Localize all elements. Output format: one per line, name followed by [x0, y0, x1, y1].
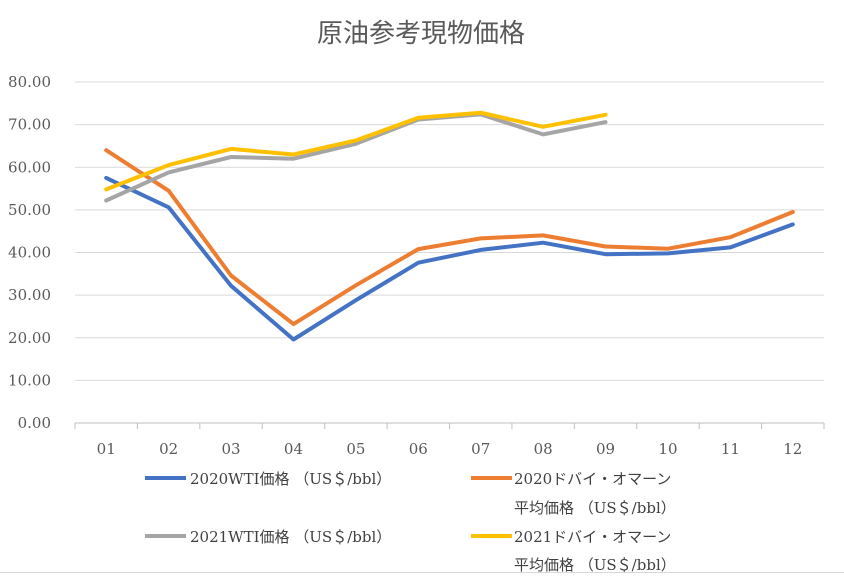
x-tick-label: 01 [97, 440, 116, 458]
x-tick-label: 03 [221, 440, 240, 458]
legend-item-2021-dubai-oman: 2021ドバイ・オマーン 平均価格 （US＄/bbl） [471, 528, 676, 574]
series-line-2021-dubai-oman [104, 110, 608, 192]
gridlines [75, 81, 824, 424]
y-tick-label: 40.00 [8, 244, 51, 262]
series-line-2021-wti [104, 112, 608, 203]
y-tick-label: 20.00 [8, 329, 51, 347]
y-axis-ticks: 0.00 10.00 20.00 30.00 40.00 50.00 60.00 70.00 8… [8, 73, 51, 432]
x-tick-label: 09 [596, 440, 615, 458]
x-tick-label: 02 [159, 440, 178, 458]
x-tick-label: 12 [783, 440, 802, 458]
legend-label-2021-wti: 2021WTI価格 （US＄/bbl） [190, 528, 391, 546]
legend-label-2020-dubai-oman-line1: 2020ドバイ・オマーン [514, 470, 671, 488]
x-tick-label: 05 [346, 440, 365, 458]
y-tick-label: 60.00 [8, 158, 51, 176]
y-tick-label: 70.00 [8, 116, 51, 134]
x-tick-label: 08 [534, 440, 553, 458]
legend-item-2020-dubai-oman: 2020ドバイ・オマーン 平均価格 （US＄/bbl） [471, 470, 676, 517]
legend-label-2021-dubai-oman-line1: 2021ドバイ・オマーン [514, 528, 671, 546]
legend-item-2020-wti: 2020WTI価格 （US＄/bbl） [145, 470, 391, 488]
legend-label-2020-dubai-oman-line2: 平均価格 （US＄/bbl） [514, 499, 676, 517]
legend: 2020WTI価格 （US＄/bbl） 2020ドバイ・オマーン 平均価格 （U… [145, 470, 676, 574]
x-tick-label: 11 [721, 440, 740, 458]
series-line-2020-wti [104, 175, 795, 342]
y-tick-label: 30.00 [8, 286, 51, 304]
legend-label-2020-wti: 2020WTI価格 （US＄/bbl） [190, 470, 391, 488]
legend-label-2021-dubai-oman-line2: 平均価格 （US＄/bbl） [514, 556, 676, 574]
x-axis: 01 02 03 04 05 06 07 08 09 10 11 12 [74, 423, 825, 458]
series-lines [104, 110, 795, 342]
x-tick-label: 10 [658, 440, 677, 458]
chart-title: 原油参考現物価格 [317, 19, 525, 49]
series-line-2020-dubai-oman [104, 148, 795, 327]
x-tick-label: 04 [284, 440, 303, 458]
y-tick-label: 10.00 [8, 371, 51, 389]
y-tick-label: 0.00 [18, 414, 51, 432]
legend-item-2021-wti: 2021WTI価格 （US＄/bbl） [145, 528, 391, 546]
y-tick-label: 50.00 [8, 201, 51, 219]
x-tick-label: 06 [409, 440, 428, 458]
x-tick-label: 07 [471, 440, 490, 458]
chart-bottom-border [0, 572, 844, 573]
y-tick-label: 80.00 [8, 73, 51, 91]
